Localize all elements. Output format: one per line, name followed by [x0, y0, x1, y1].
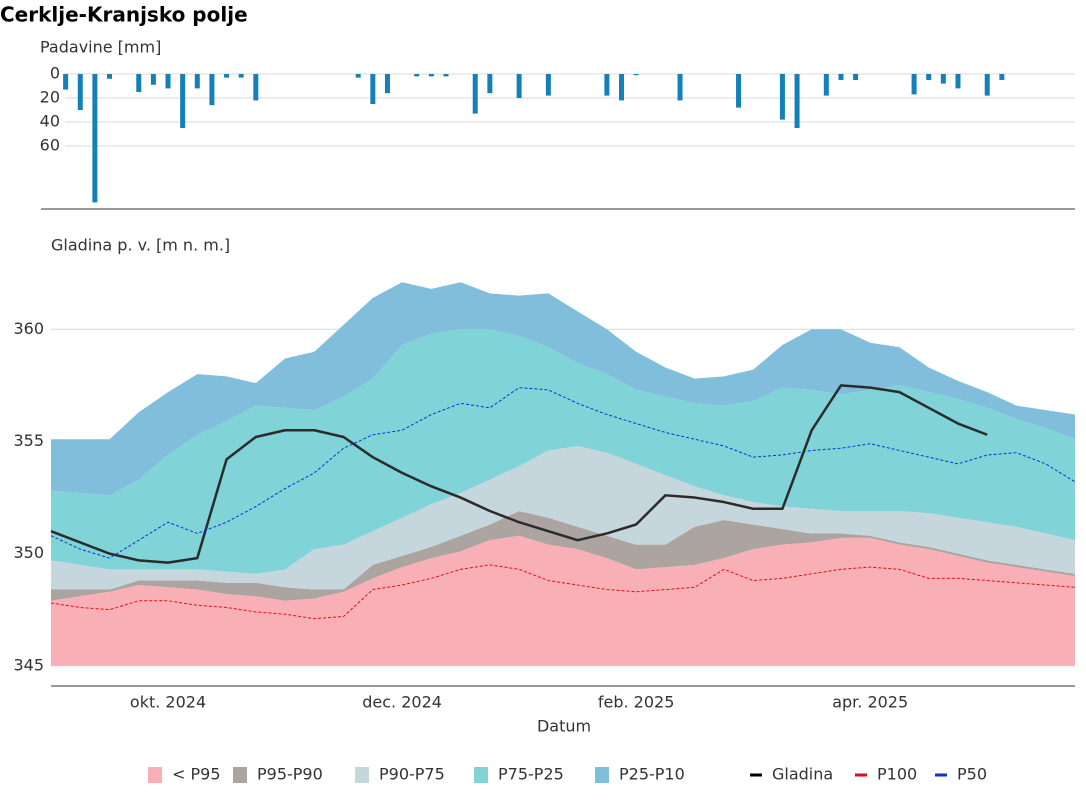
bar — [150, 74, 156, 85]
bar — [736, 74, 742, 108]
bar — [194, 74, 200, 89]
legend-label: Gladina — [772, 765, 833, 784]
bar — [63, 74, 69, 90]
legend-swatch — [233, 767, 247, 783]
bar — [633, 74, 639, 76]
legend-swatch — [474, 767, 488, 783]
area-band — [51, 445, 1075, 590]
bar — [355, 74, 361, 78]
bar — [619, 74, 625, 101]
bar — [209, 74, 215, 106]
bar — [604, 74, 610, 96]
bar — [516, 74, 522, 98]
level-line — [50, 384, 988, 564]
legend-label: < P95 — [172, 765, 221, 784]
y-tick-label: 20 — [40, 88, 60, 107]
bar — [472, 74, 478, 114]
bar — [414, 74, 420, 77]
x-tick-label: apr. 2025 — [832, 693, 908, 712]
legend-label: P95-P90 — [257, 765, 323, 784]
bar — [487, 74, 493, 94]
bar — [136, 74, 142, 92]
bar — [165, 74, 171, 89]
bar — [443, 74, 449, 77]
precip-title: Padavine [mm] — [40, 38, 161, 57]
bar — [926, 74, 932, 80]
bar — [955, 74, 961, 89]
bar — [853, 74, 859, 80]
y-tick-label: 355 — [13, 431, 44, 450]
y-tick-label: 350 — [13, 543, 44, 562]
bar — [238, 74, 244, 78]
area-band — [51, 535, 1075, 666]
bar — [224, 74, 230, 78]
percentile-line — [50, 387, 1076, 559]
legend-swatch — [148, 767, 162, 783]
bar — [370, 74, 376, 104]
bar — [545, 74, 551, 96]
y-tick-label: 60 — [40, 136, 60, 155]
y-tick-label: 345 — [13, 655, 44, 674]
bar — [253, 74, 259, 101]
area-band — [51, 329, 1075, 574]
bar — [77, 74, 83, 110]
legend-label: P100 — [877, 765, 917, 784]
level-title: Gladina p. v. [m n. m.] — [51, 236, 230, 255]
bar — [940, 74, 946, 84]
legend-label: P25-P10 — [619, 765, 685, 784]
y-tick-label: 0 — [50, 64, 60, 83]
legend-label: P90-P75 — [379, 765, 445, 784]
x-tick-label: dec. 2024 — [362, 693, 442, 712]
legend-swatch — [355, 767, 369, 783]
x-tick-label: okt. 2024 — [130, 693, 206, 712]
percentile-line — [50, 564, 1076, 620]
bar — [677, 74, 683, 101]
bar — [794, 74, 800, 128]
legend-swatch — [595, 767, 609, 783]
y-tick-label: 40 — [40, 112, 60, 131]
bar — [428, 74, 434, 77]
bar — [92, 74, 98, 203]
bar — [107, 74, 113, 79]
bar — [823, 74, 829, 96]
x-tick-label: feb. 2025 — [598, 693, 675, 712]
y-tick-label: 360 — [13, 319, 44, 338]
bar — [384, 74, 390, 94]
page-title: Cerklje-Kranjsko polje — [0, 3, 248, 27]
legend-label: P50 — [957, 765, 987, 784]
bar — [838, 74, 844, 80]
area-band — [51, 282, 1075, 496]
bar — [911, 74, 917, 95]
x-axis-title: Datum — [537, 717, 591, 736]
bar — [984, 74, 990, 96]
bar — [779, 74, 785, 120]
bar — [180, 74, 186, 128]
legend-label: P75-P25 — [498, 765, 564, 784]
bar — [999, 74, 1005, 80]
